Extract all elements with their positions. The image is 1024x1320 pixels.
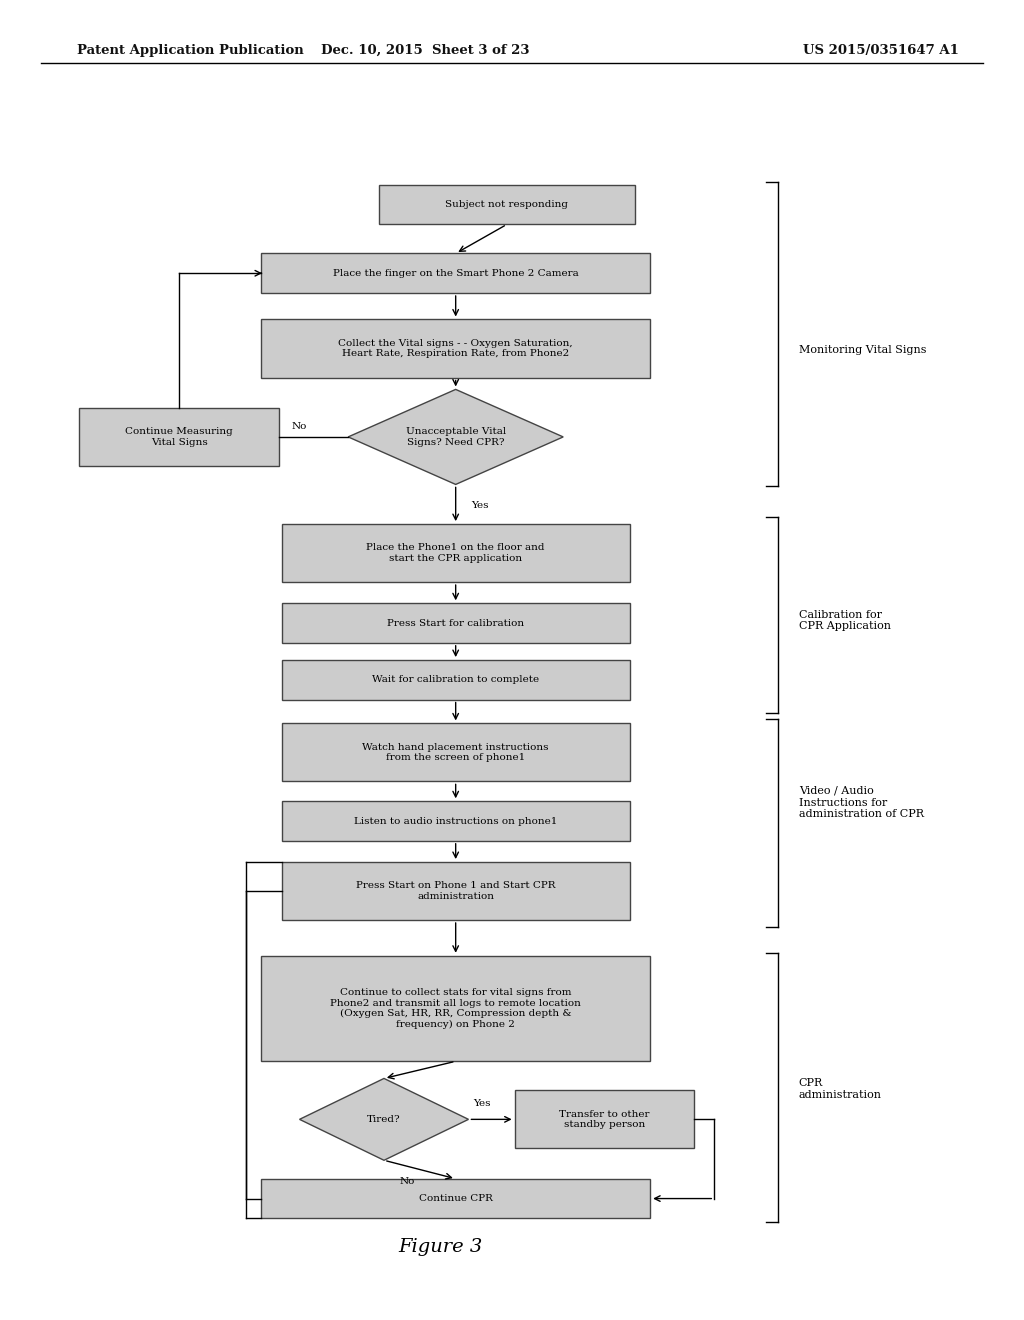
- Text: Listen to audio instructions on phone1: Listen to audio instructions on phone1: [354, 817, 557, 825]
- FancyBboxPatch shape: [282, 660, 630, 700]
- FancyBboxPatch shape: [282, 603, 630, 643]
- Text: Place the Phone1 on the floor and
start the CPR application: Place the Phone1 on the floor and start …: [367, 544, 545, 562]
- Text: Yes: Yes: [473, 1100, 492, 1107]
- FancyBboxPatch shape: [282, 801, 630, 841]
- Text: No: No: [399, 1177, 415, 1185]
- Text: Press Start for calibration: Press Start for calibration: [387, 619, 524, 627]
- FancyBboxPatch shape: [379, 185, 635, 224]
- FancyBboxPatch shape: [261, 319, 650, 378]
- Text: Tired?: Tired?: [368, 1115, 400, 1123]
- Text: Calibration for
CPR Application: Calibration for CPR Application: [799, 610, 891, 631]
- FancyBboxPatch shape: [282, 862, 630, 920]
- FancyBboxPatch shape: [79, 408, 279, 466]
- Polygon shape: [299, 1078, 469, 1160]
- FancyBboxPatch shape: [261, 956, 650, 1061]
- FancyBboxPatch shape: [282, 723, 630, 781]
- Text: Yes: Yes: [471, 502, 488, 510]
- FancyBboxPatch shape: [282, 524, 630, 582]
- Text: Dec. 10, 2015  Sheet 3 of 23: Dec. 10, 2015 Sheet 3 of 23: [321, 44, 529, 57]
- Text: Place the finger on the Smart Phone 2 Camera: Place the finger on the Smart Phone 2 Ca…: [333, 269, 579, 277]
- Text: Transfer to other
standby person: Transfer to other standby person: [559, 1110, 649, 1129]
- Text: Continue to collect stats for vital signs from
Phone2 and transmit all logs to r: Continue to collect stats for vital sign…: [331, 989, 581, 1028]
- Text: CPR
administration: CPR administration: [799, 1078, 882, 1100]
- FancyBboxPatch shape: [514, 1090, 694, 1148]
- Text: US 2015/0351647 A1: US 2015/0351647 A1: [803, 44, 958, 57]
- Text: Video / Audio
Instructions for
administration of CPR: Video / Audio Instructions for administr…: [799, 785, 924, 820]
- Text: Press Start on Phone 1 and Start CPR
administration: Press Start on Phone 1 and Start CPR adm…: [356, 882, 555, 900]
- Text: Unacceptable Vital
Signs? Need CPR?: Unacceptable Vital Signs? Need CPR?: [406, 428, 506, 446]
- FancyBboxPatch shape: [261, 1179, 650, 1218]
- Text: Continue Measuring
Vital Signs: Continue Measuring Vital Signs: [125, 428, 233, 446]
- Text: Figure 3: Figure 3: [398, 1238, 482, 1257]
- Polygon shape: [348, 389, 563, 484]
- FancyBboxPatch shape: [261, 253, 650, 293]
- Text: Patent Application Publication: Patent Application Publication: [77, 44, 303, 57]
- Text: Watch hand placement instructions
from the screen of phone1: Watch hand placement instructions from t…: [362, 743, 549, 762]
- Text: Continue CPR: Continue CPR: [419, 1195, 493, 1203]
- Text: Monitoring Vital Signs: Monitoring Vital Signs: [799, 345, 927, 355]
- Text: Collect the Vital signs - - Oxygen Saturation,
Heart Rate, Respiration Rate, fro: Collect the Vital signs - - Oxygen Satur…: [338, 339, 573, 358]
- Text: Wait for calibration to complete: Wait for calibration to complete: [372, 676, 540, 684]
- Text: No: No: [292, 422, 307, 430]
- Text: Subject not responding: Subject not responding: [445, 201, 568, 209]
